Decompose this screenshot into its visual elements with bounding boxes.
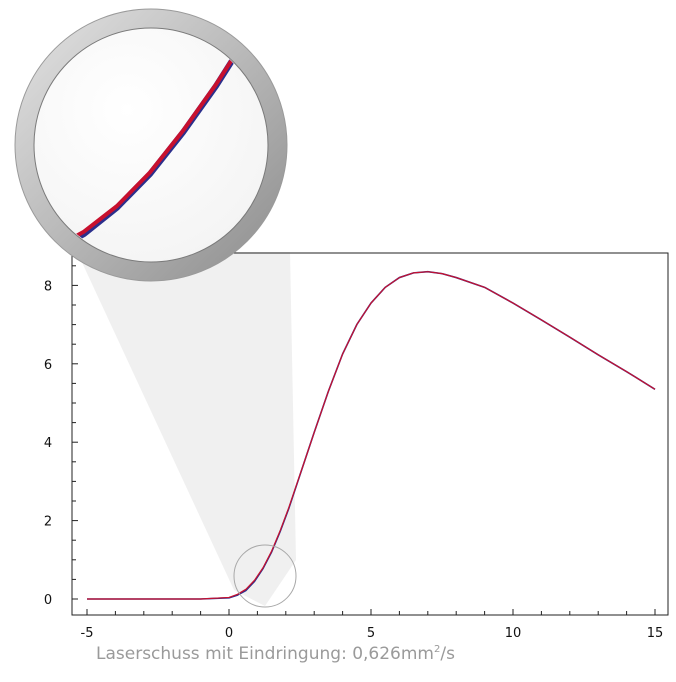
y-tick-label: 6 xyxy=(44,358,52,373)
y-tick-label: 0 xyxy=(44,593,52,608)
magnifier-lens xyxy=(14,8,288,282)
x-tick-label: 15 xyxy=(647,626,664,641)
x-tick-label: 5 xyxy=(367,626,375,641)
y-tick-label: 2 xyxy=(44,515,52,530)
zoom-cone xyxy=(60,215,296,606)
zoom-indicator-circle xyxy=(233,544,297,608)
caption-unit: /s xyxy=(440,644,455,664)
caption-superscript: 2 xyxy=(433,644,441,655)
x-tick-label: 0 xyxy=(225,626,233,641)
y-tick-label: 8 xyxy=(44,279,52,294)
plot-frame xyxy=(71,252,669,616)
series-line-2 xyxy=(87,271,656,600)
x-tick-label: 10 xyxy=(505,626,522,641)
y-tick-label: 4 xyxy=(44,436,52,451)
ticks: -5 0 5 10 15 0 2 4 6 8 xyxy=(44,265,664,641)
caption-text: Laserschuss mit Eindringung: 0,626mm xyxy=(96,644,434,664)
chart-caption: Laserschuss mit Eindringung: 0,626mm2/s xyxy=(96,644,455,664)
x-tick-label: -5 xyxy=(81,626,94,641)
plot-lines xyxy=(87,270,656,600)
